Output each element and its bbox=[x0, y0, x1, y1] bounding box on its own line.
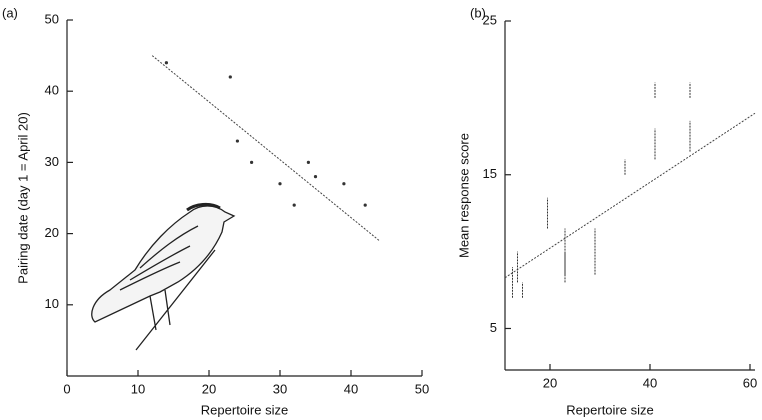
x-axis-label: Repertoire size bbox=[566, 402, 653, 417]
data-point bbox=[164, 61, 168, 65]
panel-label: (b) bbox=[470, 5, 486, 20]
x-tick-label: 40 bbox=[344, 381, 358, 396]
y-tick-label: 20 bbox=[45, 225, 59, 240]
x-tick-label: 50 bbox=[415, 381, 429, 396]
y-tick-label: 25 bbox=[483, 12, 497, 27]
data-point bbox=[313, 175, 318, 179]
x-axis-label: Repertoire size bbox=[201, 402, 288, 417]
x-tick-label: 40 bbox=[643, 375, 657, 390]
x-tick-label: 30 bbox=[273, 381, 287, 396]
x-tick-label: 10 bbox=[131, 381, 145, 396]
y-tick-label: 40 bbox=[45, 83, 59, 98]
data-point bbox=[250, 160, 254, 164]
panel-label: (a) bbox=[2, 5, 18, 20]
data-point bbox=[278, 182, 282, 186]
data-point bbox=[292, 203, 296, 207]
y-tick-label: 15 bbox=[483, 166, 497, 181]
y-axis-label: Pairing date (day 1 = April 20) bbox=[15, 112, 30, 284]
y-axis-label: Mean response score bbox=[456, 133, 471, 258]
y-tick-label: 50 bbox=[45, 11, 59, 26]
fit-line bbox=[151, 55, 380, 242]
bird-illustration bbox=[91, 202, 236, 351]
data-point bbox=[342, 182, 346, 186]
data-point bbox=[306, 160, 310, 164]
x-tick-label: 20 bbox=[202, 381, 216, 396]
x-tick-label: 20 bbox=[543, 375, 557, 390]
x-tick-label: 60 bbox=[743, 375, 757, 390]
data-point bbox=[228, 75, 232, 79]
y-tick-label: 10 bbox=[45, 296, 59, 311]
data-point bbox=[235, 139, 239, 143]
data-point bbox=[363, 203, 367, 207]
fit-line bbox=[504, 112, 756, 279]
x-tick-label: 0 bbox=[63, 381, 70, 396]
y-tick-label: 5 bbox=[490, 320, 497, 335]
y-tick-label: 30 bbox=[45, 154, 59, 169]
